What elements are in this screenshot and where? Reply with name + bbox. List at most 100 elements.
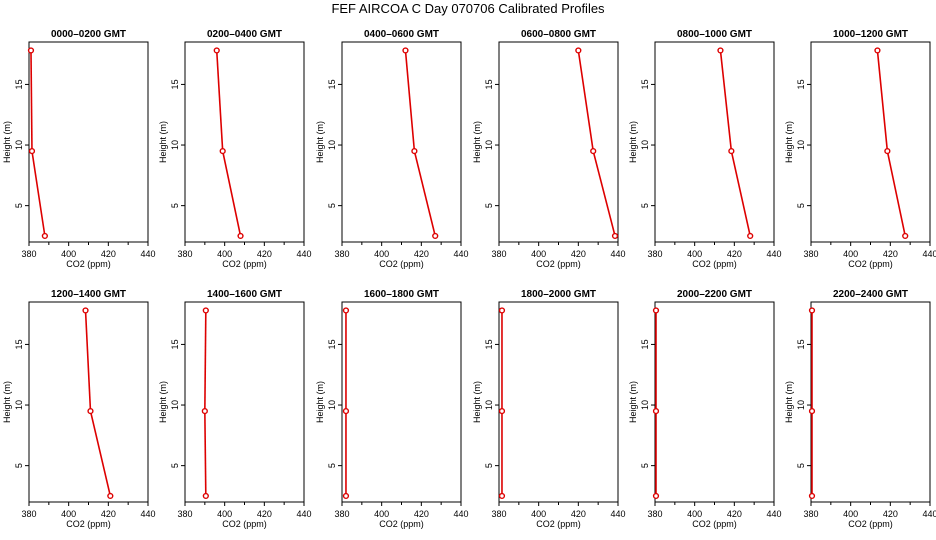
panel-3-data-point-3 bbox=[402, 47, 409, 54]
panel-5-x-tick-label-440: 440 bbox=[766, 249, 781, 259]
panel-10-x-tick-label-440: 440 bbox=[610, 509, 625, 519]
panel-1-data-point-3 bbox=[27, 47, 35, 54]
panel-2-y-tick-label-10: 10 bbox=[170, 140, 180, 150]
panel-7-y-tick-label-10: 10 bbox=[14, 400, 24, 410]
panel-5-y-tick-label-5: 5 bbox=[640, 203, 650, 208]
panel-6-y-tick-label-15: 15 bbox=[796, 79, 806, 89]
panel-1-x-tick-label-440: 440 bbox=[140, 249, 155, 259]
panel-6-profile-segment-2 bbox=[876, 50, 889, 152]
panel-4-x-tick-label-400: 400 bbox=[531, 249, 546, 259]
panel-8-frame bbox=[184, 301, 305, 503]
panel-10-y-axis-label: Height (m) bbox=[472, 381, 482, 423]
panel-12-y-axis-label: Height (m) bbox=[784, 381, 794, 423]
panel-7-title: 1200–1400 GMT bbox=[51, 289, 126, 300]
panel-10-x-tick-label-380: 380 bbox=[491, 509, 506, 519]
panel-8-y-axis-label: Height (m) bbox=[158, 381, 168, 423]
panel-4-x-tick-label-380: 380 bbox=[491, 249, 506, 259]
panel-6-x-tick-label-400: 400 bbox=[843, 249, 858, 259]
panel-12-data-point-2 bbox=[808, 407, 816, 415]
panel-10-data-point-1 bbox=[498, 492, 506, 500]
panel-4-frame bbox=[498, 41, 619, 243]
panel-6-y-tick-label-5: 5 bbox=[796, 203, 806, 208]
panel-7-profile-segment-2 bbox=[84, 310, 92, 412]
panel-11-x-tick-label-380: 380 bbox=[647, 509, 662, 519]
panel-3-data-point-2 bbox=[411, 147, 418, 155]
panel-11-x-tick-label-400: 400 bbox=[687, 509, 702, 519]
panel-2-x-tick-label-440: 440 bbox=[296, 249, 311, 259]
panel-8-data-point-2 bbox=[201, 407, 208, 415]
panel-9-y-tick-label-10: 10 bbox=[327, 400, 337, 410]
panel-1-profile-segment-1 bbox=[31, 150, 46, 237]
panel-11-y-tick-label-15: 15 bbox=[640, 339, 650, 349]
panel-3-x-tick-label-380: 380 bbox=[334, 249, 349, 259]
panel-12-x-tick-label-400: 400 bbox=[843, 509, 858, 519]
panel-12-y-tick-label-5: 5 bbox=[796, 463, 806, 468]
panel-4-data-point-3 bbox=[575, 47, 582, 54]
panel-11-x-axis-label: CO2 (ppm) bbox=[692, 519, 737, 529]
panel-3-profile-segment-1 bbox=[413, 150, 436, 237]
panel-1-x-axis-label: CO2 (ppm) bbox=[66, 259, 111, 269]
panel-12-x-tick-label-380: 380 bbox=[803, 509, 818, 519]
panel-9-x-tick-label-380: 380 bbox=[334, 509, 349, 519]
panel-7-y-tick-label-5: 5 bbox=[14, 463, 24, 468]
panel-7-y-tick-label-15: 15 bbox=[14, 339, 24, 349]
panel-4-profile-segment-2 bbox=[577, 50, 594, 152]
panel-7-data-point-1 bbox=[107, 492, 114, 500]
panel-12-x-tick-label-440: 440 bbox=[922, 509, 936, 519]
panel-9-x-tick-label-440: 440 bbox=[453, 509, 468, 519]
panel-2-profile-segment-1 bbox=[221, 150, 242, 237]
panel-8-x-tick-label-420: 420 bbox=[257, 509, 272, 519]
panel-12-data-point-1 bbox=[808, 492, 816, 500]
panel-1-y-tick-label-15: 15 bbox=[14, 79, 24, 89]
panel-9-x-tick-label-420: 420 bbox=[414, 509, 429, 519]
panel-7-profile-segment-1 bbox=[89, 410, 112, 497]
panel-8-x-axis-label: CO2 (ppm) bbox=[222, 519, 267, 529]
panel-2-x-axis-label: CO2 (ppm) bbox=[222, 259, 267, 269]
panel-3-y-axis-label: Height (m) bbox=[315, 121, 325, 163]
panel-3-data-point-1 bbox=[432, 232, 439, 240]
panel-11-x-tick-label-440: 440 bbox=[766, 509, 781, 519]
panel-4-title: 0600–0800 GMT bbox=[521, 29, 596, 40]
panel-10-x-axis-label: CO2 (ppm) bbox=[536, 519, 581, 529]
panel-8-title: 1400–1600 GMT bbox=[207, 289, 282, 300]
panel-12-y-tick-label-15: 15 bbox=[796, 339, 806, 349]
panel-6-x-axis-label: CO2 (ppm) bbox=[848, 259, 893, 269]
panel-10-x-tick-label-420: 420 bbox=[571, 509, 586, 519]
panel-11-title: 2000–2200 GMT bbox=[677, 289, 752, 300]
panel-3-y-tick-label-5: 5 bbox=[327, 203, 337, 208]
panel-11-data-point-2 bbox=[652, 407, 660, 415]
panel-11-y-axis-label: Height (m) bbox=[628, 381, 638, 423]
panel-6-data-point-1 bbox=[902, 232, 909, 240]
panel-5-title: 0800–1000 GMT bbox=[677, 29, 752, 40]
panel-5-x-tick-label-420: 420 bbox=[727, 249, 742, 259]
panel-7-x-tick-label-400: 400 bbox=[61, 509, 76, 519]
panel-6-title: 1000–1200 GMT bbox=[833, 29, 908, 40]
panel-2-x-tick-label-380: 380 bbox=[177, 249, 192, 259]
panel-2-y-axis-label: Height (m) bbox=[158, 121, 168, 163]
panel-3-y-tick-label-10: 10 bbox=[327, 140, 337, 150]
panel-8-y-tick-label-5: 5 bbox=[170, 463, 180, 468]
panel-10-y-tick-label-5: 5 bbox=[484, 463, 494, 468]
panel-7-data-point-3 bbox=[82, 307, 89, 314]
panel-2-title: 0200–0400 GMT bbox=[207, 29, 282, 40]
panel-1-y-tick-label-10: 10 bbox=[14, 140, 24, 150]
panel-4-y-axis-label: Height (m) bbox=[472, 121, 482, 163]
panel-1-data-point-2 bbox=[28, 147, 36, 155]
panel-11-data-point-3 bbox=[652, 307, 660, 314]
panel-4-y-tick-label-15: 15 bbox=[484, 79, 494, 89]
panel-12-x-tick-label-420: 420 bbox=[883, 509, 898, 519]
panel-7-x-axis-label: CO2 (ppm) bbox=[66, 519, 111, 529]
panel-9-data-point-3 bbox=[342, 307, 350, 314]
panel-8-x-tick-label-400: 400 bbox=[217, 509, 232, 519]
panel-11-x-tick-label-420: 420 bbox=[727, 509, 742, 519]
panel-6-data-point-2 bbox=[884, 147, 891, 155]
panel-7-x-tick-label-440: 440 bbox=[140, 509, 155, 519]
panel-5-y-axis-label: Height (m) bbox=[628, 121, 638, 163]
panel-9-data-point-2 bbox=[342, 407, 350, 415]
panel-10-y-tick-label-15: 15 bbox=[484, 339, 494, 349]
panel-11-frame bbox=[654, 301, 775, 503]
panel-6-x-tick-label-440: 440 bbox=[922, 249, 936, 259]
panel-1-frame bbox=[28, 41, 149, 243]
panel-2-profile-segment-2 bbox=[215, 50, 224, 152]
